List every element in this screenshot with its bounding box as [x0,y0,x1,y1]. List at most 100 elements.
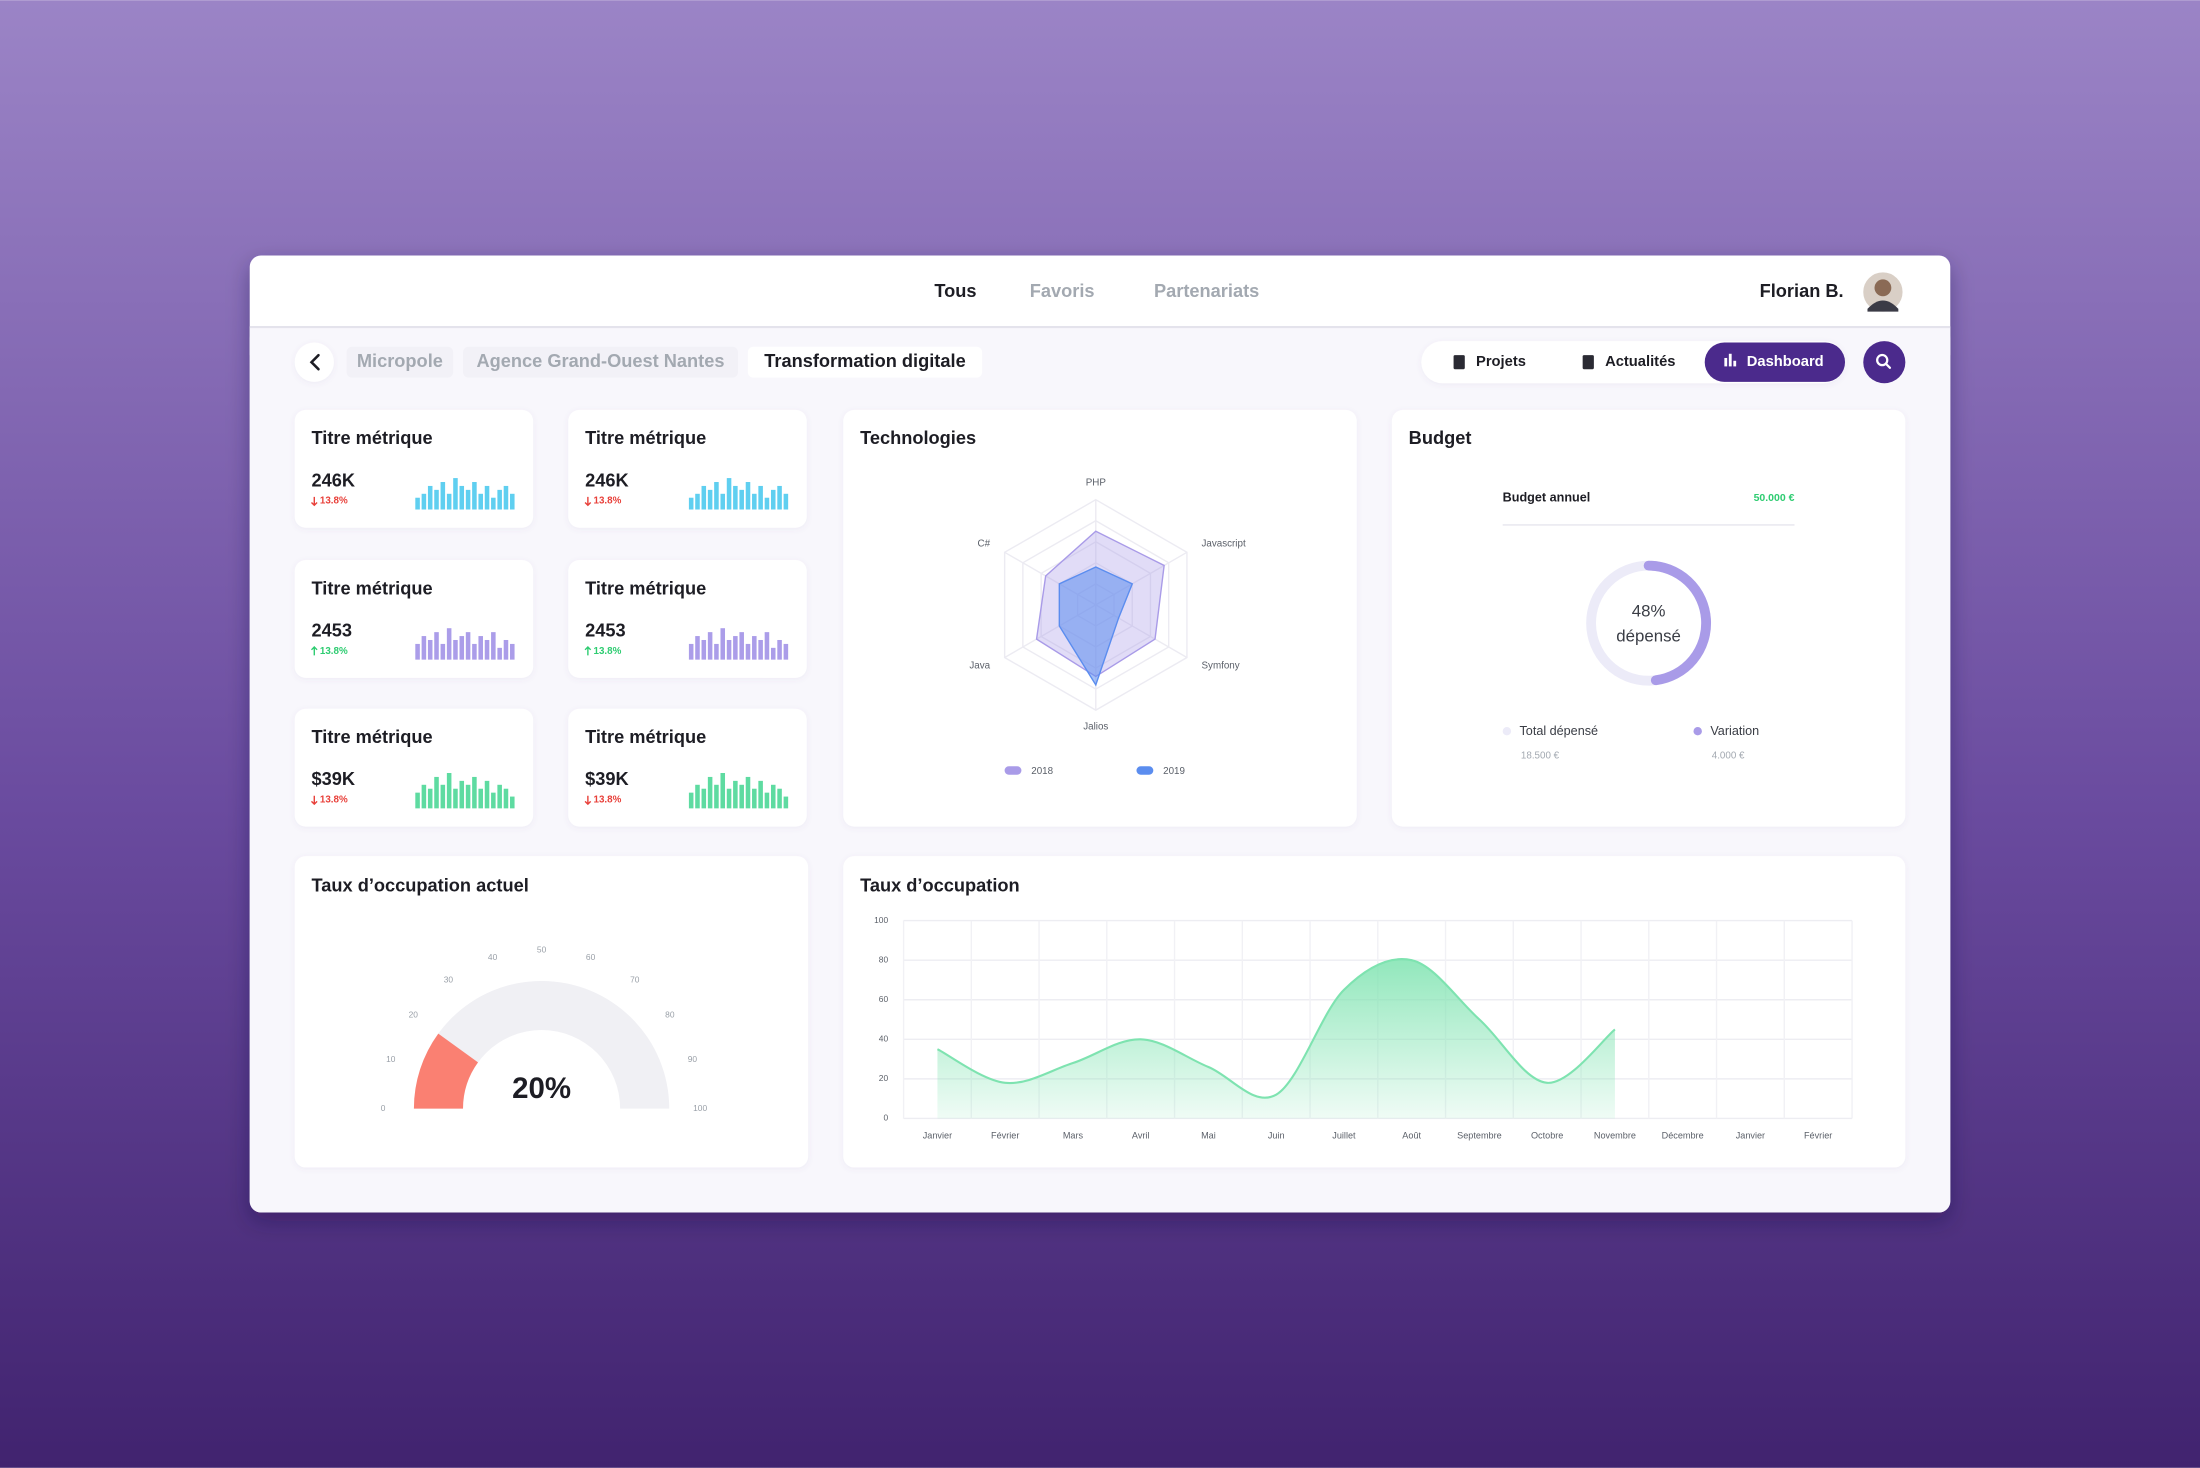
gauge-tick-label: 80 [665,1010,675,1020]
spark-bar [733,780,738,809]
spark-bar [478,493,483,510]
spark-bar [758,780,763,809]
metric-value: $39K [585,768,629,789]
x-tick-label: Février [1804,1130,1832,1140]
metric-change: 13.8% [320,646,348,657]
breadcrumb-chip[interactable] [747,346,983,378]
spark-bar [453,639,458,660]
donut-caption: dépensé [1616,627,1681,646]
breadcrumb-item[interactable]: Agence Grand-Ouest Nantes [476,350,724,371]
donut-value: 48% [1632,601,1666,620]
spark-bar [465,489,471,510]
spark-bar [783,643,789,660]
search-button[interactable] [1863,341,1906,384]
breadcrumb-chip[interactable] [463,346,739,378]
spark-bar [427,485,433,510]
radar-axis-label: PHP [1086,477,1107,488]
spark-bar [440,784,446,809]
spark-bar [770,784,776,809]
gauge-tick-label: 10 [386,1054,396,1064]
spark-bar [484,485,490,510]
spark-bar [459,780,465,809]
back-icon [309,353,320,371]
spark-bar [726,478,732,510]
nav-tab[interactable]: Favoris [1030,280,1095,301]
spark-bar [739,489,744,510]
radar-series [1058,566,1134,687]
spark-bar [434,776,439,809]
spark-bar [453,788,458,809]
metric-value: 2453 [311,619,352,640]
spark-bar [503,639,509,660]
avatar-head [1874,279,1892,297]
metric-change: 13.8% [593,646,621,657]
spark-bar [783,493,789,510]
budget-card [1391,409,1906,827]
nav-tab[interactable]: Partenariats [1154,280,1259,301]
spark-bar [478,636,483,660]
gauge-value [413,1033,479,1109]
metric-title: Titre métrique [585,577,706,598]
breadcrumb-item[interactable]: Micropole [357,350,443,371]
user-name: Florian B. [1760,280,1844,301]
spark-bar [491,632,496,660]
search-icon [1876,353,1889,367]
legend-amount: 18.500 € [1521,750,1560,761]
spark-bar [739,784,744,809]
breadcrumb-item[interactable]: Transformation digitale [764,350,965,371]
spark-bar [510,643,515,660]
spark-bar [707,632,713,660]
nav-tab[interactable]: Tous [934,280,976,301]
action-button[interactable]: Actualités [1605,354,1675,370]
gauge-tick-label: 30 [444,975,454,985]
spark-bar [733,636,738,660]
spark-bar [421,493,427,510]
x-tick-label: Juillet [1332,1130,1356,1140]
x-tick-label: Janvier [923,1130,952,1140]
x-tick-label: Août [1402,1130,1421,1140]
gauge-tick-label: 0 [381,1103,386,1113]
spark-bar [459,485,465,510]
spark-bar [745,482,751,510]
metric-value: 2453 [585,619,626,640]
spark-bar [440,643,446,660]
radar-axis-label: Symfony [1202,661,1240,672]
trend-arrow [584,646,592,656]
action-button[interactable]: Projets [1476,354,1526,370]
legend-label: Variation [1710,724,1759,738]
card-title: Taux d’occupation [860,875,1020,896]
search-icon [1885,362,1892,369]
action-icon [1728,353,1732,367]
x-tick-label: Février [991,1130,1019,1140]
action-active[interactable] [1704,342,1846,382]
spark-bar [478,788,483,809]
spark-bar [714,643,719,660]
x-tick-label: Novembre [1594,1130,1636,1140]
avatar-body [1867,300,1899,312]
metric-title: Titre métrique [585,726,706,747]
back-button[interactable] [294,342,334,382]
action-icon [1453,355,1465,370]
spark-bar [440,482,446,510]
spark-bar [745,643,751,660]
spark-bar [764,632,770,660]
spark-bar [446,773,452,809]
gauge-track [413,980,670,1109]
spark-bar [415,497,420,510]
spark-bar [497,489,502,510]
gauge-value-label: 20% [512,1072,571,1105]
metric-value: 246K [311,469,355,490]
metric-change: 13.8% [593,496,621,507]
breadcrumb-chip[interactable] [346,346,454,378]
spark-bar [415,643,420,660]
action-button[interactable]: Dashboard [1747,354,1824,370]
legend-dot [1502,726,1512,736]
gauge-tick-label: 70 [630,975,640,985]
spark-bar [421,636,427,660]
spark-bar [758,639,763,660]
metric-title: Titre métrique [585,427,706,448]
y-tick-label: 20 [879,1073,889,1083]
metric-value: 246K [585,469,629,490]
metric-title: Titre métrique [311,577,432,598]
card-title: Technologies [860,427,976,448]
